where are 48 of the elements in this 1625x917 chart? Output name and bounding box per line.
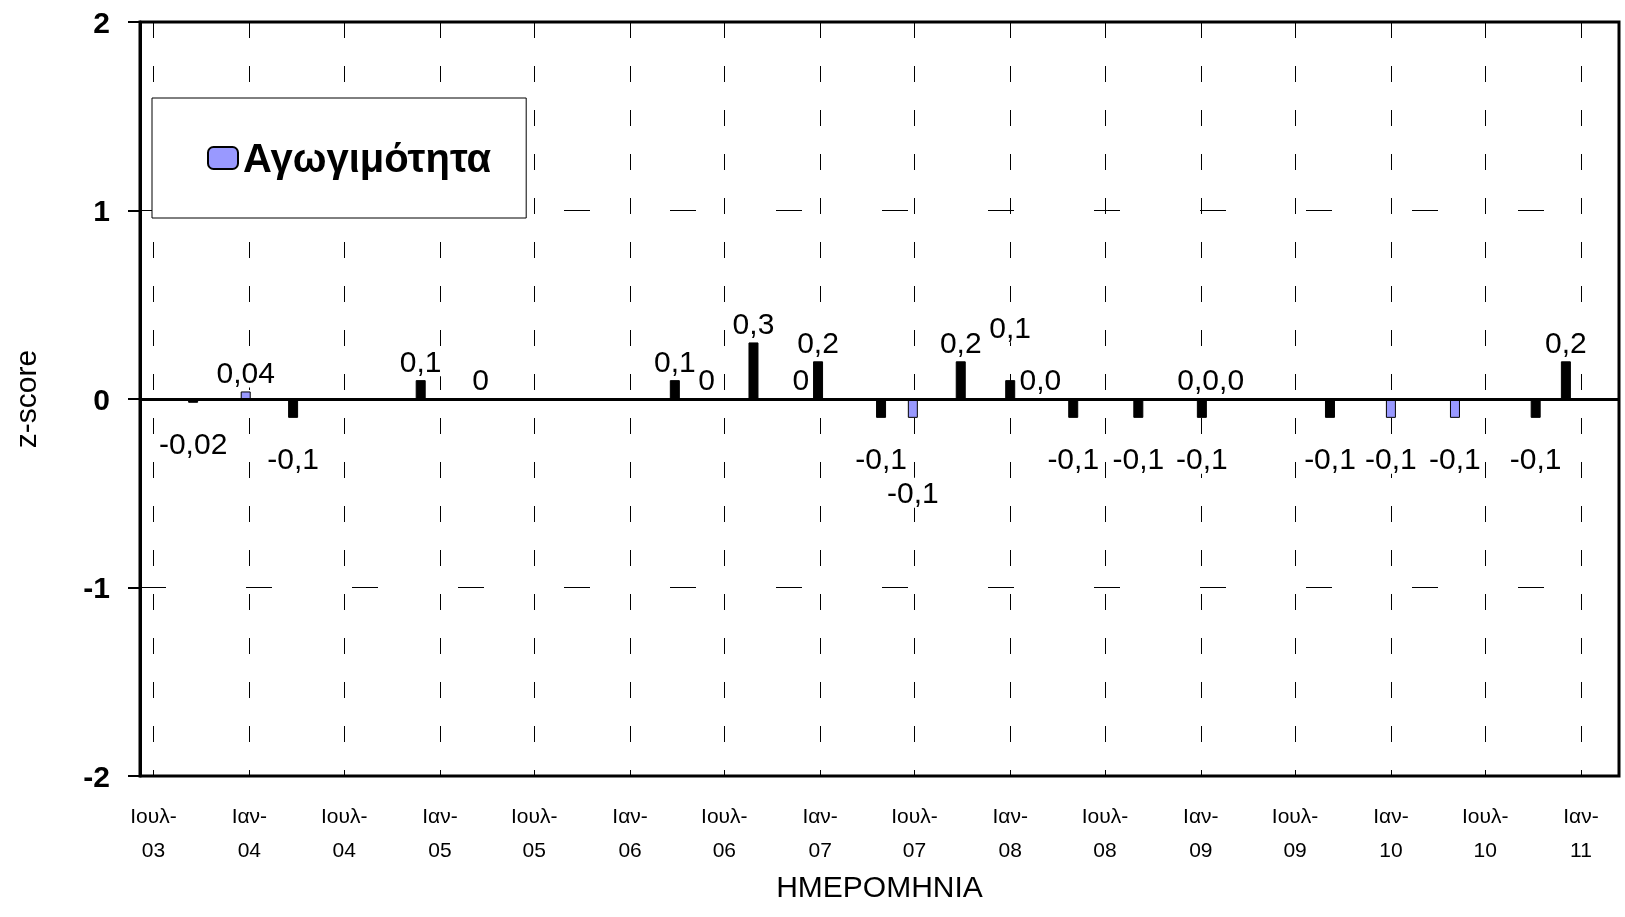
y-tick-label: 0 xyxy=(93,382,110,416)
data-label: -0,1 xyxy=(886,476,939,510)
data-label: 0,1 xyxy=(653,344,696,378)
x-axis-title: ΗΜΕΡΟΜΗΝΙΑ xyxy=(776,869,983,903)
data-label: -0,1 xyxy=(1112,442,1165,476)
data-label: -0,1 xyxy=(855,442,907,476)
x-tick-label: Ιουλ-10 xyxy=(1461,803,1509,861)
x-tick-label: Ιαν-05 xyxy=(422,803,458,861)
data-label: -0,1 xyxy=(1509,442,1562,476)
x-tick-label: Ιουλ-07 xyxy=(891,803,938,861)
x-tick-label: Ιαν-10 xyxy=(1373,803,1409,861)
data-label: 0 xyxy=(698,363,715,396)
data-label: 0,0,0 xyxy=(1177,363,1245,396)
data-label: -0,1 xyxy=(267,442,319,476)
x-tick-label: Ιαν-06 xyxy=(612,803,648,861)
x-tick-label: Ιαν-09 xyxy=(1183,803,1219,861)
x-tick-label: Ιουλ-09 xyxy=(1271,803,1319,861)
data-label: 0,1 xyxy=(399,344,442,378)
data-label: 0 xyxy=(472,363,489,396)
y-axis-title: z-score xyxy=(8,349,42,449)
data-label: 0,2 xyxy=(1545,325,1587,359)
x-tick-label: Ιουλ-08 xyxy=(1081,803,1129,861)
y-tick-label: -2 xyxy=(83,759,110,793)
x-tick-label: Ιαν-11 xyxy=(1563,803,1599,861)
x-tick-label: Ιαν-08 xyxy=(992,803,1028,861)
data-label: -0,1 xyxy=(1047,442,1100,476)
data-label: 0 xyxy=(792,363,810,396)
data-label: 0,3 xyxy=(732,306,775,340)
x-tick-label: Ιουλ-06 xyxy=(701,803,748,861)
x-tick-label: Ιουλ-04 xyxy=(320,803,368,861)
data-label: -0,1 xyxy=(1304,442,1356,476)
data-label: 0,2 xyxy=(797,325,839,359)
data-label: 0,0 xyxy=(1019,363,1062,396)
y-tick-label: 2 xyxy=(93,5,110,39)
x-tick-label: Ιαν-07 xyxy=(802,803,838,861)
data-label: -0,1 xyxy=(1429,442,1481,476)
x-tick-label: Ιουλ-05 xyxy=(510,803,558,861)
y-tick-label: 1 xyxy=(93,194,110,227)
x-tick-label: Ιαν-04 xyxy=(231,803,268,861)
data-label: -0,1 xyxy=(1365,442,1417,476)
data-label: 0,1 xyxy=(989,310,1032,344)
legend-label: Αγωγιμότητα xyxy=(243,136,492,180)
data-label: -0,1 xyxy=(1176,442,1228,476)
y-tick-label: -1 xyxy=(83,571,110,604)
x-tick-label: Ιουλ-03 xyxy=(130,803,177,861)
data-label: 0,2 xyxy=(939,325,982,359)
data-label: -0,02 xyxy=(158,427,228,461)
data-label: 0,04 xyxy=(216,355,275,389)
